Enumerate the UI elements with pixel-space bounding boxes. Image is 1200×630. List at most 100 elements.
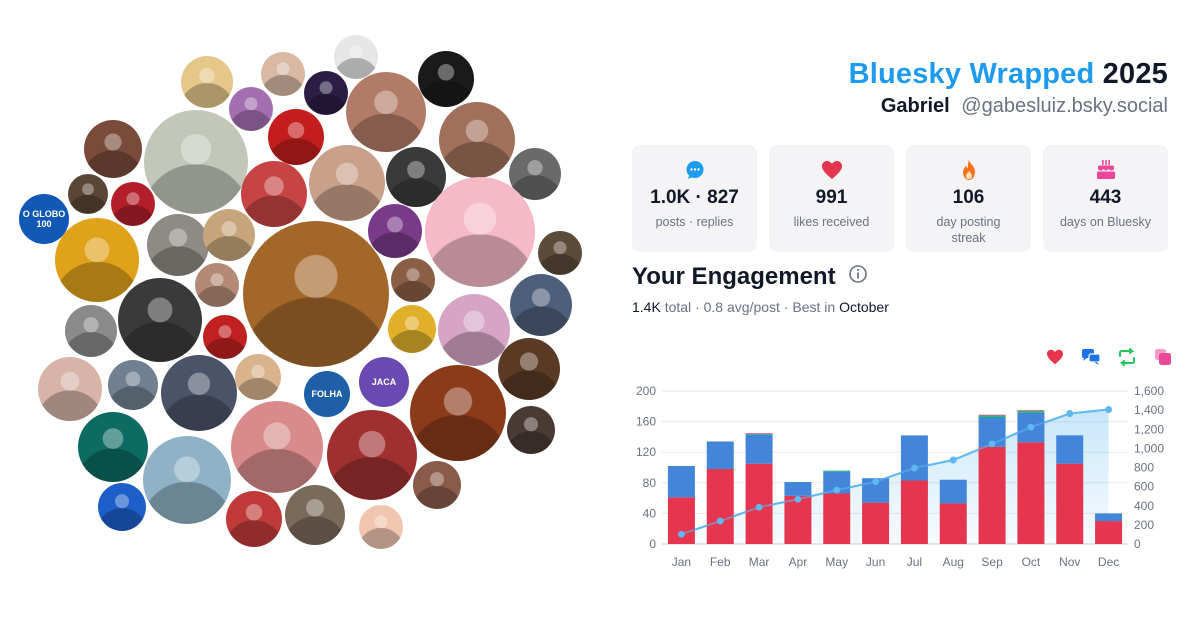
info-icon[interactable]	[848, 263, 868, 291]
cumulative-point	[755, 503, 763, 511]
avatar[interactable]	[346, 72, 426, 152]
avatar[interactable]	[438, 294, 510, 366]
avatar[interactable]	[391, 258, 435, 302]
avatar[interactable]	[65, 305, 117, 357]
stat-card-likes: 991 likes received	[769, 145, 894, 252]
avatar[interactable]	[413, 461, 461, 509]
avatar[interactable]: JACA	[359, 357, 409, 407]
x-tick-label: May	[825, 555, 848, 569]
avatar[interactable]: O GLOBO 100	[19, 194, 69, 244]
avatar[interactable]	[84, 120, 142, 178]
avatar[interactable]	[203, 315, 247, 359]
avatar[interactable]	[439, 102, 515, 178]
avatar[interactable]	[241, 161, 307, 227]
avatar-label: O GLOBO 100	[22, 209, 66, 229]
cumulative-point	[911, 464, 918, 472]
y-left-tick-label: 80	[643, 476, 657, 490]
avatar[interactable]	[359, 505, 403, 549]
avatar[interactable]	[510, 274, 572, 336]
avatar-cloud: O GLOBO 100 FOLHA JACA	[19, 35, 582, 549]
avatar[interactable]	[285, 485, 345, 545]
x-tick-label: Mar	[749, 555, 770, 569]
avatar[interactable]	[226, 491, 282, 547]
avatar[interactable]	[498, 338, 560, 400]
avatar[interactable]	[98, 483, 146, 531]
stat-value: 991	[815, 187, 848, 208]
avatar[interactable]	[261, 52, 305, 96]
avatar[interactable]	[304, 71, 348, 115]
avatar[interactable]	[538, 231, 582, 275]
avatar[interactable]	[235, 354, 281, 400]
engagement-total: 1.4K	[632, 299, 661, 315]
bar-segment	[862, 502, 890, 544]
cumulative-area	[681, 409, 1109, 544]
avatar-label: JACA	[371, 377, 397, 387]
y-right-tick-label: 1,400	[1134, 403, 1164, 417]
user-line: Gabriel @gabesluiz.bsky.social	[849, 95, 1168, 118]
avatar[interactable]: FOLHA	[304, 371, 350, 417]
bar-segment	[823, 493, 851, 544]
y-right-tick-label: 400	[1134, 499, 1154, 513]
y-right-tick-label: 600	[1134, 480, 1154, 494]
avatar[interactable]	[143, 436, 231, 524]
replies-legend-icon[interactable]	[1080, 346, 1102, 368]
avatar[interactable]	[147, 214, 209, 276]
bar-segment	[784, 482, 812, 496]
bar-segment	[1095, 513, 1123, 522]
avatar[interactable]	[161, 355, 237, 431]
avatar-label: FOLHA	[311, 389, 343, 399]
y-left-tick-label: 120	[636, 445, 656, 459]
cumulative-line-overlay	[681, 408, 1109, 536]
avatar[interactable]	[78, 412, 148, 482]
stat-card-days: 443 days on Bluesky	[1043, 145, 1168, 252]
x-tick-label: Feb	[710, 555, 731, 569]
flame-icon	[906, 159, 1031, 181]
avatar[interactable]	[144, 110, 248, 214]
avatar[interactable]	[418, 51, 474, 107]
x-tick-label: Nov	[1059, 555, 1080, 569]
avatar[interactable]	[231, 401, 323, 493]
avatar[interactable]	[243, 221, 389, 367]
likes-legend-icon[interactable]	[1044, 346, 1066, 368]
user-handle: @gabesluiz.bsky.social	[961, 95, 1168, 117]
bar-segment	[706, 441, 734, 470]
avatar[interactable]	[38, 357, 102, 421]
wrapped-header: Bluesky Wrapped 2025 Gabriel @gabesluiz.…	[849, 58, 1168, 118]
engagement-title: Your Engagement	[632, 263, 868, 291]
stat-card-streak: 106 day posting streak	[906, 145, 1031, 252]
avatar[interactable]	[268, 109, 324, 165]
bar-segment	[939, 503, 967, 544]
avatar[interactable]	[327, 410, 417, 500]
best-month: October	[839, 299, 889, 315]
avatar[interactable]	[388, 305, 436, 353]
avatar[interactable]	[309, 145, 385, 221]
quotes-legend-icon[interactable]	[1152, 346, 1174, 368]
avatar[interactable]	[68, 174, 108, 214]
cumulative-point	[1105, 406, 1112, 413]
x-tick-label: Jan	[672, 555, 691, 569]
avatar[interactable]	[55, 218, 139, 302]
brand-title: Bluesky Wrapped	[848, 58, 1095, 90]
bar-segment	[978, 414, 1006, 416]
avatar[interactable]	[111, 182, 155, 226]
avatar[interactable]	[507, 406, 555, 454]
avatar[interactable]	[203, 209, 255, 261]
stat-label: likes received	[793, 215, 870, 229]
avatar[interactable]	[108, 360, 158, 410]
avatar[interactable]	[118, 278, 202, 362]
avatar[interactable]	[334, 35, 378, 79]
avatar[interactable]	[181, 56, 233, 108]
avatar[interactable]	[368, 204, 422, 258]
avatar[interactable]	[229, 87, 273, 131]
avatar[interactable]	[425, 177, 535, 287]
engagement-chart: 0 40 80 120 160 200 0 200 400 600 800 1,000 1,200 1,4…	[636, 384, 1164, 569]
reposts-legend-icon[interactable]	[1116, 346, 1138, 368]
y-left-tick-label: 0	[649, 537, 656, 551]
y-left-tick-label: 160	[636, 415, 656, 429]
stat-label: days on Bluesky	[1059, 215, 1152, 229]
x-tick-label: Aug	[943, 555, 964, 569]
avatar[interactable]	[195, 263, 239, 307]
engagement-heading: Your Engagement	[632, 263, 836, 290]
y-right-tick-label: 0	[1134, 537, 1141, 551]
avatar[interactable]	[410, 365, 506, 461]
